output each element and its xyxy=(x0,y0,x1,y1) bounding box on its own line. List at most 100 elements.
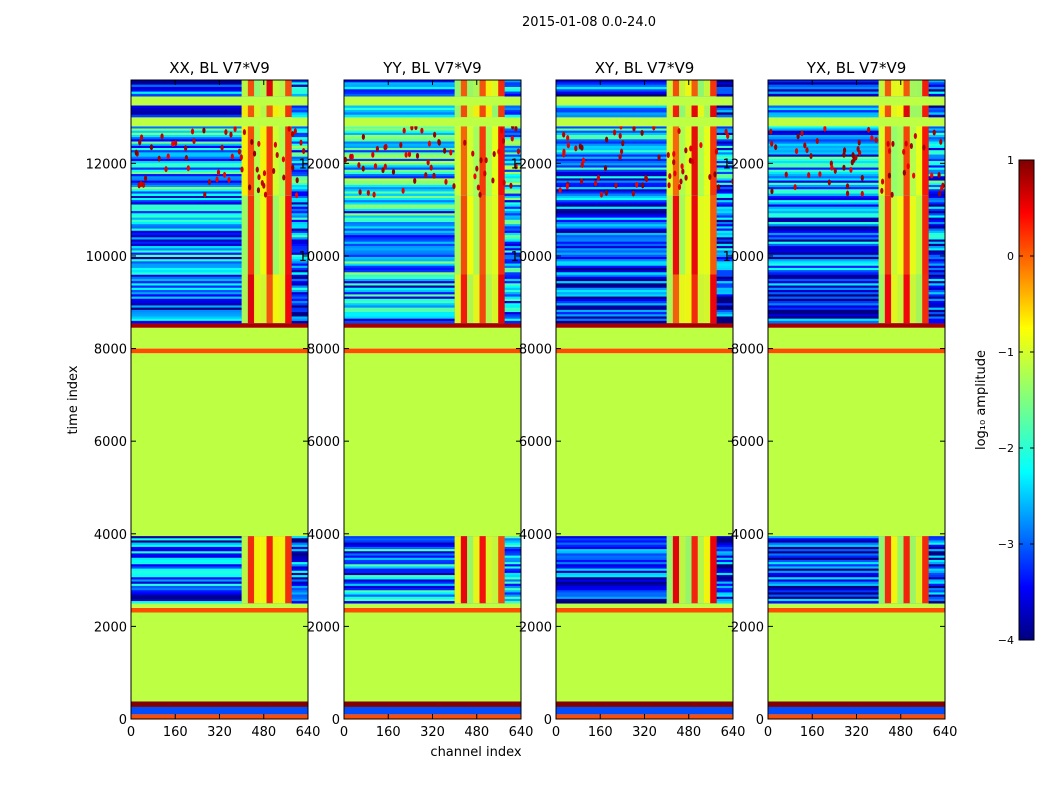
heatmap-stripe xyxy=(344,167,455,171)
heatmap-stripe xyxy=(716,195,733,199)
heatmap-stripe xyxy=(131,86,242,90)
heatmap-speckle xyxy=(860,174,864,181)
heatmap-stripe xyxy=(768,141,879,144)
heatmap-stripe xyxy=(768,130,879,134)
heatmap-stripe xyxy=(768,272,879,275)
heatmap-stripe xyxy=(928,265,945,269)
heatmap-stripe xyxy=(768,555,879,559)
heatmap-flag-column xyxy=(666,195,674,275)
heatmap-stripe xyxy=(344,189,455,192)
heatmap-stripe xyxy=(768,267,879,271)
heatmap-stripe xyxy=(768,110,879,113)
heatmap-stripe xyxy=(504,305,521,308)
heatmap-stripe xyxy=(291,174,308,177)
heatmap-stripe xyxy=(504,169,521,173)
heatmap-stripe xyxy=(504,566,521,569)
heatmap-flag-column xyxy=(498,274,505,324)
heatmap-flag-column xyxy=(710,126,717,196)
heatmap-stripe xyxy=(291,161,308,164)
heatmap-stripe xyxy=(768,298,879,302)
heatmap-stripe xyxy=(768,540,879,543)
heatmap-stripe xyxy=(131,248,242,251)
heatmap-speckle xyxy=(880,187,884,194)
heatmap-speckle xyxy=(770,188,774,195)
heatmap-stripe xyxy=(928,112,945,116)
heatmap-stripe xyxy=(504,540,521,543)
heatmap-flag-column xyxy=(710,80,717,97)
heatmap-stripe xyxy=(291,219,308,223)
heatmap-stripe xyxy=(768,187,879,190)
heatmap-stripe xyxy=(716,137,733,140)
heatmap-stripe xyxy=(928,165,945,168)
x-tick-label: 640 xyxy=(509,725,534,740)
heatmap-speckle xyxy=(805,147,809,154)
heatmap-stripe xyxy=(716,270,733,273)
heatmap-stripe xyxy=(928,538,945,541)
heatmap-speckle xyxy=(361,165,365,172)
heatmap-flag-column xyxy=(697,80,705,97)
heatmap-stripe xyxy=(131,316,242,319)
heatmap-stripe xyxy=(291,112,308,116)
heatmap-stripe xyxy=(504,154,521,157)
x-tick-label: 0 xyxy=(340,725,348,740)
heatmap-stripe xyxy=(928,145,945,149)
heatmap-stripe xyxy=(291,176,308,179)
heatmap-stripe xyxy=(768,226,879,229)
y-tick-label: 6000 xyxy=(307,435,340,450)
heatmap-stripe xyxy=(131,588,242,591)
heatmap-stripe xyxy=(291,272,308,275)
heatmap-stripe xyxy=(928,536,945,539)
heatmap-stripe xyxy=(291,126,308,129)
heatmap-speckle xyxy=(599,191,604,198)
heatmap-speckle xyxy=(357,162,361,169)
y-tick-label: 4000 xyxy=(94,528,127,543)
heatmap-flag-column xyxy=(672,80,680,97)
heatmap-stripe xyxy=(928,283,945,286)
heatmap-speckle xyxy=(402,127,406,134)
heatmap-stripe xyxy=(768,296,879,300)
heatmap-speckle xyxy=(726,133,730,140)
heatmap-speckle xyxy=(186,165,190,172)
heatmap-speckle xyxy=(275,151,279,158)
heatmap-speckle xyxy=(399,142,403,149)
heatmap-stripe xyxy=(928,296,945,300)
heatmap-stripe xyxy=(716,559,733,563)
heatmap-stripe xyxy=(504,536,521,539)
heatmap-speckle xyxy=(281,156,286,163)
heatmap-speckle xyxy=(716,184,721,191)
heatmap-speckle xyxy=(171,140,175,147)
heatmap-speckle xyxy=(713,171,717,178)
heatmap-speckle xyxy=(248,184,252,191)
heatmap-flag-column xyxy=(672,274,680,324)
heatmap-stripe xyxy=(344,187,455,190)
heatmap-stripe xyxy=(716,163,733,166)
heatmap-speckle xyxy=(463,139,467,146)
heatmap-stripe xyxy=(928,559,945,563)
heatmap-stripe xyxy=(291,152,308,155)
heatmap-flag-column xyxy=(915,105,923,118)
heatmap-speckle xyxy=(815,137,819,144)
heatmap-stripe xyxy=(716,579,733,582)
heatmap-stripe xyxy=(504,564,521,567)
heatmap-stripe xyxy=(131,107,242,111)
heatmap-stripe xyxy=(344,596,455,600)
heatmap-stripe xyxy=(768,200,879,203)
heatmap-stripe xyxy=(716,285,733,289)
heatmap-stripe xyxy=(556,307,667,311)
heatmap-stripe xyxy=(131,592,242,595)
heatmap-stripe xyxy=(768,161,879,164)
heatmap-stripe xyxy=(131,128,242,131)
heatmap-stripe xyxy=(716,318,733,322)
heatmap-stripe xyxy=(344,303,455,306)
heatmap-stripe xyxy=(556,538,667,541)
heatmap-stripe xyxy=(556,557,667,561)
y-tick-label: 4000 xyxy=(307,528,340,543)
heatmap-stripe xyxy=(768,178,879,181)
heatmap-stripe xyxy=(556,174,667,177)
heatmap-stripe xyxy=(291,230,308,234)
heatmap-stripe xyxy=(504,211,521,214)
heatmap-stripe xyxy=(928,581,945,585)
heatmap-speckle xyxy=(874,136,878,143)
heatmap-stripe xyxy=(928,254,945,258)
heatmap-stripe xyxy=(344,180,455,184)
